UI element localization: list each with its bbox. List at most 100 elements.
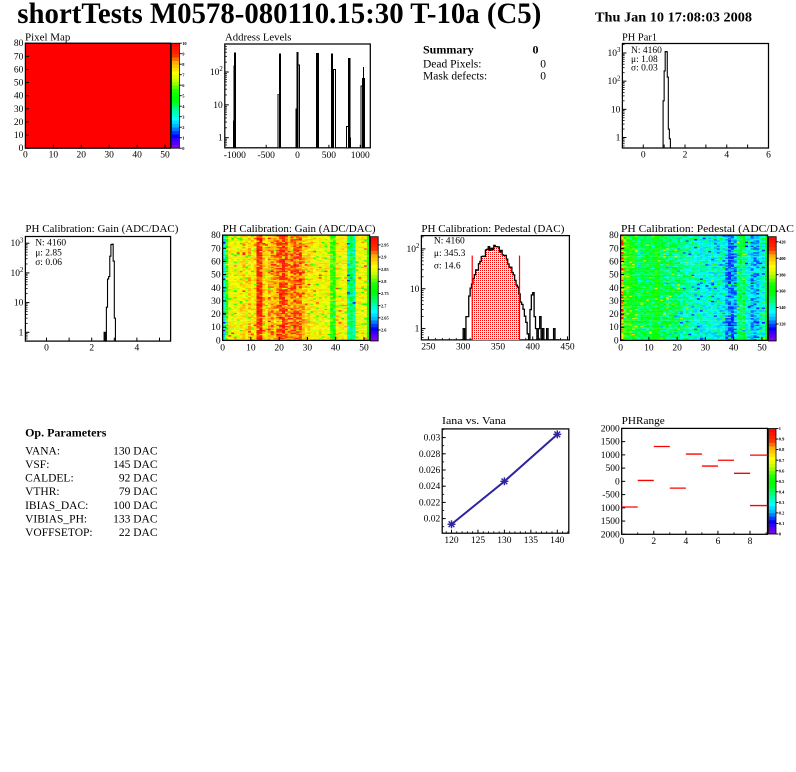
svg-text:0: 0 (614, 336, 619, 346)
svg-text:2.7: 2.7 (381, 303, 387, 308)
svg-text:400: 400 (526, 343, 541, 353)
svg-text:1000: 1000 (601, 451, 620, 461)
svg-text:1: 1 (616, 134, 621, 144)
svg-text:30: 30 (211, 297, 221, 307)
svg-text:Iana vs. Vana: Iana vs. Vana (442, 415, 506, 427)
svg-text:2: 2 (683, 151, 688, 161)
svg-text:60: 60 (14, 65, 24, 75)
svg-text:50: 50 (359, 344, 369, 354)
svg-text:500: 500 (322, 151, 337, 161)
svg-text:10: 10 (246, 344, 256, 354)
svg-text:Address Levels: Address Levels (225, 32, 291, 44)
svg-text:50: 50 (211, 271, 221, 281)
svg-text:360: 360 (779, 289, 786, 294)
svg-text:2.9: 2.9 (381, 255, 387, 260)
svg-text:0: 0 (44, 344, 49, 354)
svg-text:8: 8 (182, 62, 185, 67)
svg-text:2: 2 (182, 125, 184, 130)
svg-text:10: 10 (182, 41, 187, 46)
svg-text:N: 4160: N: 4160 (35, 238, 66, 248)
svg-text:40: 40 (132, 151, 142, 161)
svg-text:40: 40 (14, 92, 24, 102)
svg-text:80: 80 (211, 231, 221, 241)
svg-text:0.9: 0.9 (779, 437, 785, 442)
svg-text:2.6: 2.6 (381, 328, 387, 333)
svg-text:102: 102 (10, 267, 24, 279)
svg-text:3: 3 (182, 114, 185, 119)
svg-text:VTHR:: VTHR: (25, 486, 60, 498)
svg-text:133 DAC: 133 DAC (113, 514, 158, 526)
svg-text:0.024: 0.024 (419, 482, 441, 492)
svg-text:0: 0 (216, 336, 221, 346)
svg-text:10: 10 (410, 285, 420, 295)
svg-text:102: 102 (607, 75, 621, 87)
svg-text:PH Par1: PH Par1 (622, 32, 657, 44)
svg-text:20: 20 (609, 310, 619, 320)
svg-text:1000: 1000 (601, 504, 620, 514)
svg-text:2: 2 (651, 537, 656, 547)
svg-text:0: 0 (540, 58, 546, 70)
svg-text:PH Calibration: Gain (ADC/DAC): PH Calibration: Gain (ADC/DAC) (223, 223, 376, 235)
svg-text:0.8: 0.8 (779, 447, 785, 452)
svg-text:0.5: 0.5 (779, 479, 785, 484)
svg-text:-1000: -1000 (224, 151, 246, 161)
svg-text:VSF:: VSF: (25, 459, 49, 471)
svg-text:Op. Parameters: Op. Parameters (25, 426, 107, 440)
svg-text:320: 320 (779, 322, 786, 327)
svg-text:40: 40 (211, 284, 221, 294)
svg-text:N: 4160: N: 4160 (631, 46, 662, 56)
svg-text:20: 20 (274, 344, 284, 354)
svg-text:80: 80 (14, 39, 24, 49)
svg-text:103: 103 (10, 237, 24, 249)
svg-text:400: 400 (779, 256, 786, 261)
svg-text:50: 50 (160, 151, 170, 161)
svg-text:4: 4 (135, 344, 140, 354)
svg-text:10: 10 (14, 131, 24, 141)
svg-text:CALDEL:: CALDEL: (25, 473, 74, 485)
svg-text:2.8: 2.8 (381, 279, 387, 284)
svg-text:10: 10 (611, 105, 621, 115)
svg-text:IBIAS_DAC:: IBIAS_DAC: (25, 500, 88, 512)
svg-text:40: 40 (609, 284, 619, 294)
svg-text:0.02: 0.02 (424, 515, 441, 525)
svg-text:0: 0 (23, 151, 28, 161)
svg-text:420: 420 (779, 239, 786, 244)
svg-text:10: 10 (609, 323, 619, 333)
svg-text:-500: -500 (602, 491, 620, 501)
svg-text:1: 1 (779, 426, 781, 431)
svg-text:VOFFSETOP:: VOFFSETOP: (25, 527, 93, 539)
svg-text:80: 80 (609, 231, 619, 241)
svg-text:PH Calibration: Pedestal (ADC/: PH Calibration: Pedestal (ADC/DAC (621, 223, 794, 235)
svg-text:PH Calibration: Gain (ADC/DAC): PH Calibration: Gain (ADC/DAC) (25, 223, 178, 235)
svg-text:125: 125 (471, 536, 486, 546)
svg-text:2.95: 2.95 (381, 242, 389, 247)
svg-text:0.03: 0.03 (424, 434, 441, 444)
svg-text:500: 500 (605, 464, 620, 474)
svg-text:5: 5 (182, 93, 185, 98)
svg-text:7: 7 (182, 72, 185, 77)
svg-text:4: 4 (683, 537, 688, 547)
svg-text:-500: -500 (257, 151, 275, 161)
svg-text:9: 9 (182, 51, 185, 56)
svg-text:μ: 2.85: μ: 2.85 (35, 248, 62, 258)
svg-text:1000: 1000 (351, 151, 370, 161)
svg-text:Summary: Summary (423, 42, 474, 56)
svg-text:μ: 1.08: μ: 1.08 (631, 55, 658, 65)
svg-text:450: 450 (560, 343, 575, 353)
svg-text:380: 380 (779, 272, 786, 277)
svg-text:PH Calibration: Pedestal (DAC): PH Calibration: Pedestal (DAC) (421, 223, 564, 235)
svg-text:2.85: 2.85 (381, 267, 389, 272)
svg-text:2000: 2000 (601, 530, 620, 540)
svg-text:N: 4160: N: 4160 (434, 237, 465, 247)
svg-text:30: 30 (701, 344, 711, 354)
svg-text:2.75: 2.75 (381, 291, 389, 296)
svg-text:1: 1 (19, 328, 24, 338)
svg-text:1500: 1500 (601, 517, 620, 527)
svg-text:0: 0 (295, 151, 300, 161)
svg-text:0.6: 0.6 (779, 468, 785, 473)
svg-text:10: 10 (49, 151, 59, 161)
svg-text:0.1: 0.1 (779, 521, 785, 526)
svg-text:250: 250 (421, 343, 436, 353)
svg-text:0.7: 0.7 (779, 458, 785, 463)
svg-text:0: 0 (619, 537, 624, 547)
